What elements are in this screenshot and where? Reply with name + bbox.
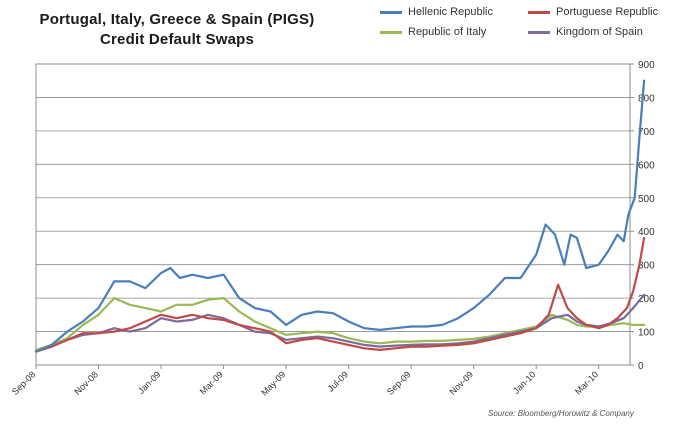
- y-tick-label-200: 200: [638, 294, 655, 305]
- x-tick-label-Mar-09: Mar-09: [198, 369, 225, 396]
- x-tick-label-Sep-09: Sep-09: [385, 369, 413, 397]
- y-tick-label-0: 0: [638, 361, 644, 372]
- y-tick-label-100: 100: [638, 328, 655, 339]
- legend-item-italy: Republic of Italy: [380, 26, 486, 38]
- x-tick-label-Nov-09: Nov-09: [448, 369, 476, 397]
- x-tick-label-Sep-08: Sep-08: [10, 369, 38, 397]
- y-tick-label-800: 800: [638, 93, 655, 104]
- series-line-kingdom-of-spain: [34, 293, 646, 353]
- legend-item-spain: Kingdom of Spain: [528, 26, 643, 38]
- series-line-portuguese-republic: [34, 236, 646, 353]
- x-tick-label-Jan-09: Jan-09: [136, 369, 163, 396]
- legend-swatch-italy: [380, 30, 402, 34]
- legend-label-hellenic: Hellenic Republic: [408, 6, 493, 18]
- legend-label-spain: Kingdom of Spain: [556, 26, 643, 38]
- legend-item-hellenic: Hellenic Republic: [380, 6, 493, 18]
- legend-swatch-portuguese: [528, 10, 550, 14]
- legend-label-portuguese: Portuguese Republic: [556, 6, 659, 18]
- legend-swatch-spain: [528, 30, 550, 34]
- y-tick-label-300: 300: [638, 261, 655, 272]
- series-line-hellenic-republic: [34, 79, 646, 353]
- x-tick-label-Jan-10: Jan-10: [511, 369, 538, 396]
- y-tick-label-700: 700: [638, 127, 655, 138]
- chart-title: Portugal, Italy, Greece & Spain (PIGS) C…: [12, 10, 342, 50]
- legend-item-portuguese: Portuguese Republic: [528, 6, 658, 18]
- series-line-republic-of-italy: [34, 297, 646, 351]
- chart-title-line2: Credit Default Swaps: [99, 31, 255, 48]
- x-tick-label-Mar-10: Mar-10: [573, 369, 600, 396]
- y-tick-label-500: 500: [638, 194, 655, 205]
- x-tick-label-Nov-08: Nov-08: [72, 369, 100, 397]
- x-tick-label-Jul-09: Jul-09: [326, 369, 350, 393]
- x-tick-label-May-09: May-09: [259, 369, 287, 397]
- y-tick-label-900: 900: [638, 60, 655, 71]
- legend-label-italy: Republic of Italy: [408, 26, 487, 38]
- legend-swatch-hellenic: [380, 10, 402, 14]
- y-tick-label-400: 400: [638, 227, 655, 238]
- chart-title-line1: Portugal, Italy, Greece & Spain (PIGS): [39, 11, 315, 28]
- chart-source: Source: Bloomberg/Horowitz & Company: [488, 409, 634, 418]
- plot-area: [35, 63, 631, 366]
- y-tick-label-600: 600: [638, 160, 655, 171]
